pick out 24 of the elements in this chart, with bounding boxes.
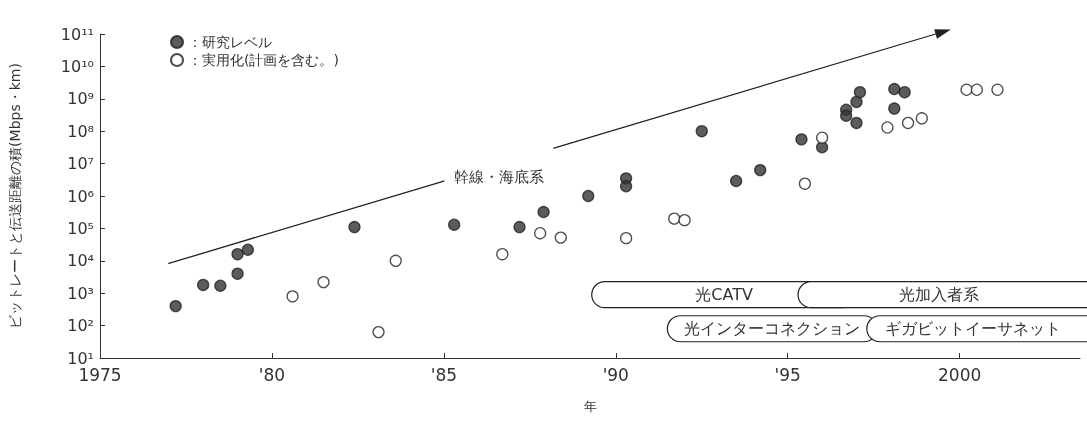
x-axis-title: 年 <box>583 399 597 414</box>
y-tick-label: 10⁶ <box>67 186 94 206</box>
y-tick-label: 10⁵ <box>67 218 94 238</box>
x-tick-label: 2000 <box>938 364 982 385</box>
y-tick-label: 10⁴ <box>67 251 94 271</box>
x-tick-label: '90 <box>602 364 629 385</box>
y-tick-label: 10⁷ <box>67 154 94 174</box>
y-tick-label: 10³ <box>67 283 94 303</box>
y-tick-label: 10² <box>67 316 94 336</box>
annotation: 光加入者系 <box>899 285 980 305</box>
x-tick-label: '95 <box>774 364 801 385</box>
y-tick-label: 10⁹ <box>67 89 94 109</box>
annotation: 光インターコネクション <box>684 319 861 339</box>
x-tick-label: '85 <box>430 364 458 385</box>
x-tick-label: '80 <box>258 364 286 385</box>
y-tick-label: 10¹⁰ <box>60 56 94 76</box>
series-label: 幹線・海底系 <box>453 167 544 186</box>
legend-label: ：実用化(計画を含む。) <box>188 52 339 68</box>
y-tick-label: 10¹¹ <box>60 24 94 44</box>
y-axis-title: ビットレートと伝送距離の積(Mbps・km) <box>7 63 23 329</box>
legend-label: ：研究レベル <box>188 34 272 50</box>
annotation: ギガビットイーサネット <box>885 319 1062 339</box>
annotation: 光CATV <box>695 285 753 305</box>
y-tick-label: 10⁸ <box>67 121 94 141</box>
